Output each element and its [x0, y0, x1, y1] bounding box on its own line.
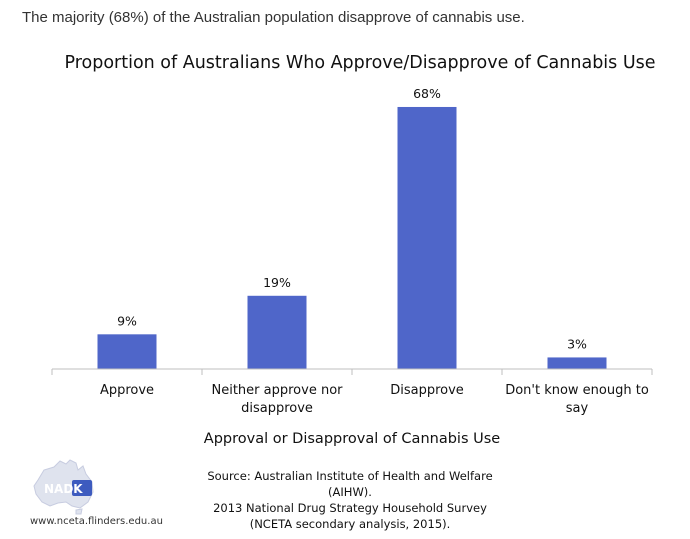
x-tick-label: Neither approve nor	[212, 383, 344, 398]
source-note: Source: Australian Institute of Health a…	[195, 468, 505, 532]
footer-url: www.nceta.flinders.edu.au	[30, 516, 163, 527]
x-tick-label: Approve	[100, 383, 154, 398]
logo-text: NADK	[44, 482, 83, 496]
x-axis-title: Approval or Disapproval of Cannabis Use	[204, 431, 500, 447]
bar-data-label: 68%	[413, 86, 441, 101]
bar	[547, 357, 607, 369]
bar-data-label: 19%	[263, 275, 291, 290]
source-line-1: Source: Australian Institute of Health a…	[207, 469, 493, 499]
chart-title: Proportion of Australians Who Approve/Di…	[64, 53, 656, 73]
bar-data-label: 9%	[117, 313, 137, 328]
x-tick-label: disapprove	[241, 401, 313, 416]
source-line-3: (NCETA secondary analysis, 2015).	[249, 517, 451, 531]
bar	[397, 106, 457, 370]
nadk-logo: NADK	[30, 458, 100, 521]
source-line-2: 2013 National Drug Strategy Household Su…	[213, 501, 487, 515]
bar	[97, 334, 157, 369]
x-tick-label: Don't know enough to	[505, 383, 649, 398]
x-tick-label: Disapprove	[390, 383, 464, 398]
australia-map-logo-icon: NADK	[33, 459, 94, 515]
bar-data-label: 3%	[567, 336, 587, 351]
bar	[247, 295, 307, 369]
x-tick-label: say	[566, 401, 589, 416]
page-caption: The majority (68%) of the Australian pop…	[22, 9, 525, 26]
